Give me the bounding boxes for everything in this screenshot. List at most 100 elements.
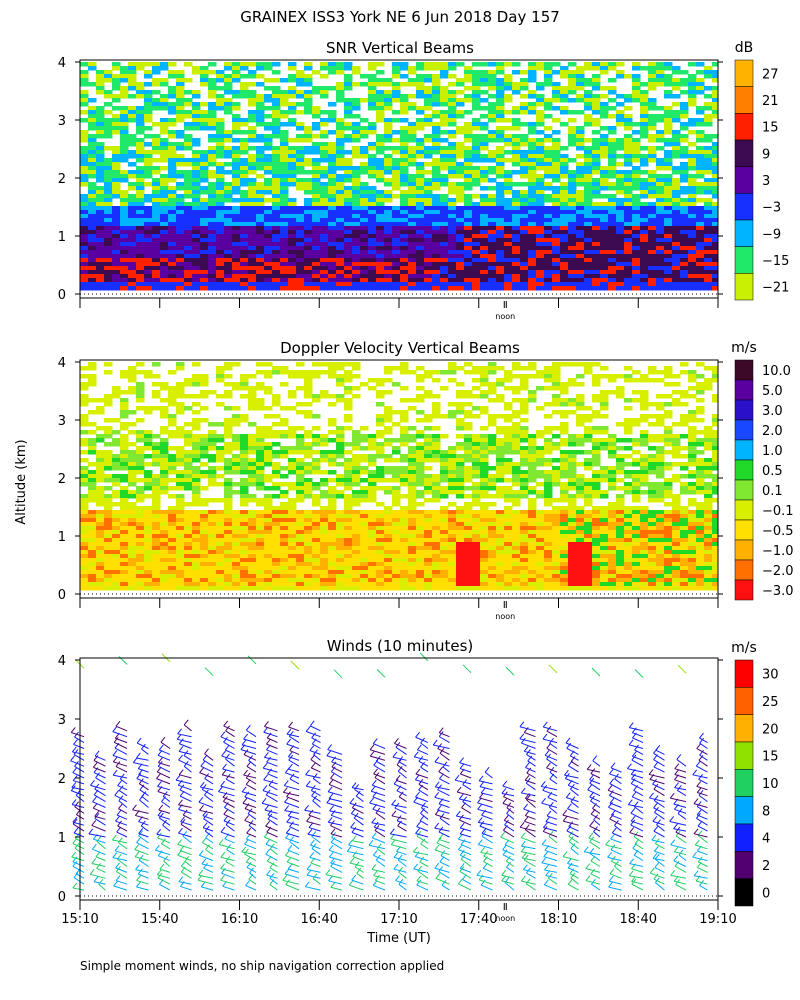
snr-cell <box>304 278 313 283</box>
snr-cell <box>632 170 641 175</box>
snr-cell <box>672 266 681 271</box>
snr-cell <box>552 202 561 207</box>
velocity-cell <box>216 370 225 375</box>
velocity-cell <box>200 522 209 527</box>
snr-cell <box>176 222 185 227</box>
velocity-cell <box>192 454 201 459</box>
snr-cell <box>656 78 665 83</box>
velocity-cell <box>160 522 169 527</box>
snr-cell <box>536 266 545 271</box>
snr-cell <box>168 170 177 175</box>
snr-cell <box>592 82 601 87</box>
snr-cell <box>128 186 137 191</box>
velocity-cell <box>296 402 305 407</box>
snr-cell <box>216 194 225 199</box>
snr-cell <box>464 154 473 159</box>
snr-cell <box>704 178 713 183</box>
snr-cell <box>576 166 585 171</box>
snr-cell <box>576 194 585 199</box>
snr-cell <box>168 266 177 271</box>
snr-cell <box>408 206 417 211</box>
velocity-cell <box>96 498 105 503</box>
snr-cell <box>80 138 89 143</box>
snr-cell <box>264 134 273 139</box>
snr-cell <box>304 218 313 223</box>
velocity-cell <box>240 466 249 471</box>
snr-cell <box>200 70 209 75</box>
velocity-cell <box>80 526 89 531</box>
snr-cell <box>552 206 561 211</box>
figure-title: GRAINEX ISS3 York NE 6 Jun 2018 Day 157 <box>240 8 560 26</box>
snr-cell <box>400 170 409 175</box>
snr-cell <box>568 70 577 75</box>
snr-cell <box>136 282 145 287</box>
snr-cell <box>88 162 97 167</box>
snr-cell <box>248 166 257 171</box>
snr-cell <box>240 274 249 279</box>
velocity-cell <box>88 486 97 491</box>
snr-cell <box>544 102 553 107</box>
velocity-cell <box>152 570 161 575</box>
snr-cell <box>568 138 577 143</box>
snr-cell <box>488 266 497 271</box>
snr-cell <box>152 210 161 215</box>
snr-cell <box>224 106 233 111</box>
snr-cell <box>632 278 641 283</box>
snr-cell <box>520 262 529 267</box>
velocity-cell <box>136 434 145 439</box>
snr-cell <box>608 130 617 135</box>
velocity-cell <box>104 558 113 563</box>
snr-cell <box>168 74 177 79</box>
snr-cell <box>480 122 489 127</box>
snr-cell <box>504 190 513 195</box>
velocity-cell <box>88 518 97 523</box>
snr-cell <box>160 250 169 255</box>
velocity-cell <box>248 398 257 403</box>
snr-cell <box>368 194 377 199</box>
snr-cell <box>584 210 593 215</box>
snr-cell <box>616 114 625 119</box>
snr-cell <box>448 130 457 135</box>
snr-cell <box>544 278 553 283</box>
snr-cell <box>352 194 361 199</box>
snr-cell <box>472 274 481 279</box>
velocity-cell <box>176 502 185 507</box>
snr-cell <box>96 254 105 259</box>
snr-cell <box>568 222 577 227</box>
snr-cell <box>88 170 97 175</box>
snr-cell <box>368 90 377 95</box>
snr-cell <box>696 270 705 275</box>
snr-cell <box>304 230 313 235</box>
snr-cell <box>432 182 441 187</box>
snr-cell <box>512 266 521 271</box>
snr-cell <box>472 166 481 171</box>
snr-cell <box>640 126 649 131</box>
snr-cell <box>448 162 457 167</box>
snr-cell <box>416 230 425 235</box>
velocity-cell <box>128 530 137 535</box>
snr-cell <box>480 282 489 287</box>
snr-cell <box>504 118 513 123</box>
snr-cell <box>576 210 585 215</box>
snr-cell <box>600 218 609 223</box>
snr-cell <box>560 98 569 103</box>
snr-cell <box>360 98 369 103</box>
snr-cell <box>376 106 385 111</box>
snr-cell <box>696 266 705 271</box>
velocity-cell <box>288 394 297 399</box>
velocity-cell <box>144 558 153 563</box>
snr-cell <box>256 62 265 67</box>
snr-cell <box>568 194 577 199</box>
snr-cell <box>656 178 665 183</box>
snr-cell <box>584 254 593 259</box>
snr-cell <box>112 86 121 91</box>
snr-cell <box>448 246 457 251</box>
snr-cell <box>440 114 449 119</box>
snr-cell <box>664 210 673 215</box>
snr-cell <box>352 126 361 131</box>
snr-cell <box>592 166 601 171</box>
snr-cell <box>680 166 689 171</box>
snr-cell <box>160 258 169 263</box>
snr-cell <box>136 138 145 143</box>
snr-cell <box>160 126 169 131</box>
